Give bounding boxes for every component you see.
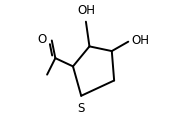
Text: OH: OH: [77, 4, 95, 17]
Text: S: S: [78, 102, 85, 115]
Text: O: O: [38, 33, 47, 46]
Text: OH: OH: [132, 34, 150, 47]
